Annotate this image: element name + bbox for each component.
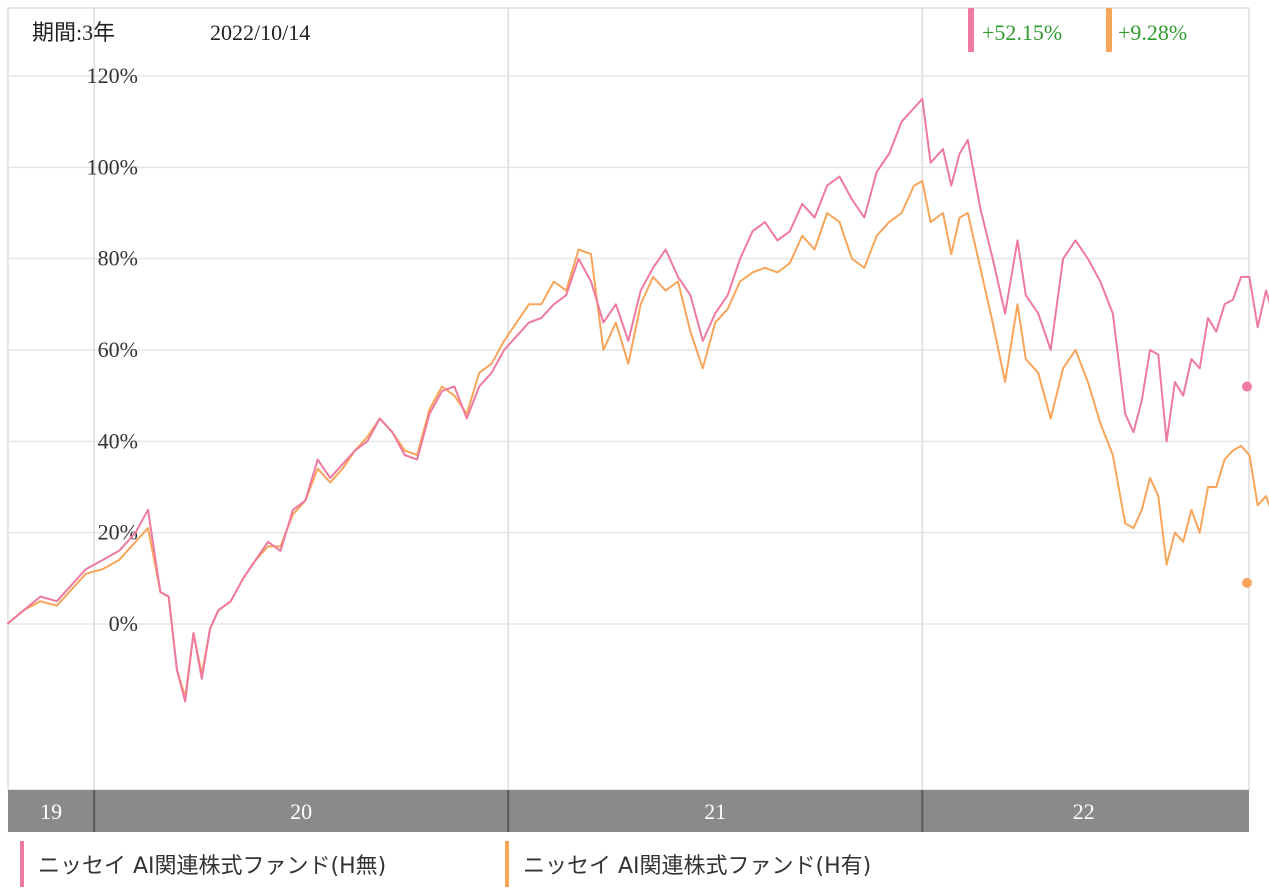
y-tick-label: 0% xyxy=(109,611,138,636)
x-year-label: 22 xyxy=(1073,799,1095,824)
legend: ニッセイ AI関連株式ファンド(H無) ニッセイ AI関連株式ファンド(H有) xyxy=(0,834,1269,895)
x-year-label: 19 xyxy=(40,799,62,824)
legend-item-h-yes: ニッセイ AI関連株式ファンド(H有) xyxy=(505,840,871,888)
y-tick-label: 20% xyxy=(98,520,138,545)
return-swatch-h-yes xyxy=(1106,8,1112,52)
y-tick-label: 80% xyxy=(98,246,138,271)
series-lines xyxy=(6,97,1269,703)
series-line-0 xyxy=(6,97,1269,703)
y-tick-label: 60% xyxy=(98,337,138,362)
y-tick-label: 120% xyxy=(87,63,138,88)
series-endpoint-0 xyxy=(1242,381,1252,392)
return-value-h-yes: +9.28% xyxy=(1118,20,1187,45)
grid-lines xyxy=(8,75,1249,625)
period-label: 期間:3年 xyxy=(32,20,115,45)
plot-background xyxy=(7,7,1250,791)
x-axis-band xyxy=(8,790,1249,832)
x-year-label: 21 xyxy=(704,799,726,824)
x-axis-year-labels: 19 20 21 22 xyxy=(40,790,1095,832)
y-tick-label: 40% xyxy=(98,428,138,453)
return-value-h-none: +52.15% xyxy=(982,20,1062,45)
return-swatch-h-none xyxy=(968,8,974,52)
legend-label-h-yes: ニッセイ AI関連株式ファンド(H有) xyxy=(523,854,872,879)
year-divider-lines xyxy=(93,8,924,832)
legend-item-h-none: ニッセイ AI関連株式ファンド(H無) xyxy=(20,840,386,888)
date-label: 2022/10/14 xyxy=(210,20,310,45)
y-tick-label: 100% xyxy=(87,154,138,179)
series-endpoint-1 xyxy=(1242,577,1252,588)
legend-label-h-none: ニッセイ AI関連株式ファンド(H無) xyxy=(38,854,387,879)
chart-canvas: 0%20%40%60%80%100%120% 期間:3年 2022/10/14 … xyxy=(6,7,1269,832)
y-axis-tick-labels: 0% 20% 40% 60% 80% 100% 120% xyxy=(87,63,138,636)
legend-swatch-h-yes xyxy=(505,841,509,887)
x-year-label: 20 xyxy=(290,799,312,824)
series-endpoints xyxy=(1242,381,1252,588)
legend-swatch-h-none xyxy=(20,841,24,887)
